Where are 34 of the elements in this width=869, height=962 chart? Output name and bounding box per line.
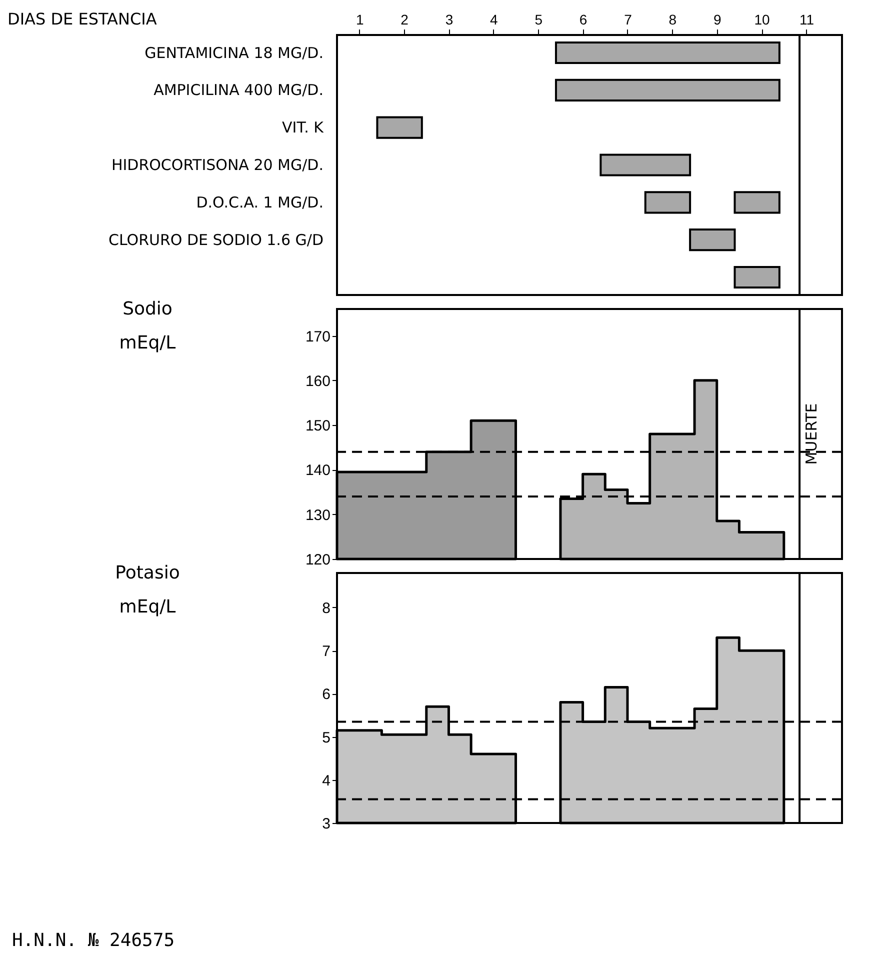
y-tick-label: CLORURO DE SODIO 1.6 G/D: [108, 230, 324, 249]
y-tick-label: AMPICILINA 400 MG/D.: [154, 81, 324, 100]
y-tick-label: 170: [305, 328, 330, 346]
y-tick-label: VIT. K: [282, 118, 325, 137]
x-tick-label: 10: [754, 12, 770, 28]
y-tick-label: 160: [305, 372, 330, 390]
y-axis-title: Potasio mEq/L: [115, 562, 180, 618]
y-tick-label: 130: [305, 506, 330, 524]
x-tick-label: 6: [579, 12, 588, 28]
x-tick-label: 9: [713, 12, 722, 28]
y-tick-label: HIDROCORTISONA 20 MG/D.: [111, 156, 324, 174]
y-tick-label: GENTAMICINA 18 MG/D.: [144, 44, 324, 62]
x-tick-label: 4: [490, 12, 498, 28]
y-tick-label: 150: [305, 418, 330, 435]
text: H.N.N. № 246575: [12, 930, 175, 951]
x-tick-label: 1: [356, 12, 364, 28]
y-tick-label: 6: [322, 686, 330, 704]
x-tick-label: 3: [445, 12, 454, 28]
y-axis-title: Sodio mEq/L: [119, 298, 176, 354]
y-tick-label: 3: [322, 816, 330, 832]
y-tick-label: 5: [322, 729, 330, 746]
y-tick-label: 120: [305, 552, 330, 568]
x-tick-label: 7: [624, 12, 632, 28]
x-tick-label: 8: [668, 12, 677, 28]
y-tick-label: 7: [322, 643, 330, 660]
x-tick-label: 2: [400, 12, 409, 28]
y-tick-label: 4: [322, 772, 330, 790]
y-tick-label: D.O.C.A. 1 MG/D.: [196, 193, 324, 212]
x-tick-label: 5: [534, 12, 543, 28]
y-tick-label: 8: [322, 600, 330, 617]
x-tick-label: 11: [799, 12, 814, 28]
y-tick-label: 140: [305, 462, 330, 480]
ref-line-label: MUERTE: [802, 403, 821, 465]
x-axis-title: DIAS DE ESTANCIA: [8, 10, 157, 28]
